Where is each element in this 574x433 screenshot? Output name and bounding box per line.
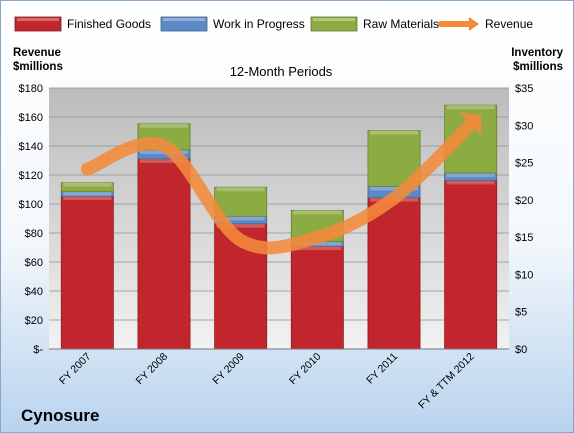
bar-segment	[137, 158, 191, 350]
bar-segment-highlight	[293, 246, 342, 251]
y-right-label-line2: $millions	[513, 61, 563, 73]
revenue-line-arrowhead	[459, 112, 482, 136]
y-right-tick-label: $35	[515, 83, 533, 95]
y-left-label-line1: Revenue	[13, 47, 61, 59]
y-right-tick-label: $15	[515, 232, 533, 244]
x-tick-label: FY 2007	[57, 351, 94, 388]
bar-segment-highlight	[139, 158, 189, 163]
bar-segment	[290, 245, 344, 350]
y-right-tick-label: $25	[515, 158, 533, 170]
x-tick-label: FY & TTM 2012	[416, 351, 477, 412]
legend-label: Finished Goods	[67, 17, 151, 31]
legend-swatch-highlight	[313, 18, 355, 21]
bar-segment-highlight	[446, 180, 495, 185]
y-right-label-line1: Inventory	[511, 47, 563, 59]
y-right-tick-label: $5	[515, 307, 527, 319]
bars	[60, 104, 498, 350]
bar-segment-highlight	[216, 223, 265, 228]
y-right-tick-label: $20	[515, 195, 533, 207]
y-left-tick-label: $140	[19, 141, 43, 153]
x-tick-label: FY 2010	[287, 351, 324, 388]
plot-area	[49, 88, 509, 349]
y-left-tick-label: $20	[25, 315, 43, 327]
y-left-tick-label: $40	[25, 286, 43, 298]
y-left-tick-label: $160	[19, 112, 43, 124]
legend-swatch-highlight	[163, 18, 205, 21]
y-left-tick-label: $-	[33, 344, 43, 356]
chart-subtitle: 12-Month Periods	[230, 64, 333, 79]
y-right-tick-label: $10	[515, 269, 533, 281]
revenue-line-path	[80, 117, 478, 255]
bar-segment	[444, 180, 498, 350]
legend-swatch-arrow	[469, 17, 479, 31]
legend-label: Revenue	[485, 17, 533, 31]
bar-segment-highlight	[446, 105, 495, 110]
bar-segment-highlight	[446, 173, 495, 178]
bar-segment-highlight	[216, 216, 265, 221]
bar-segment	[60, 195, 114, 350]
x-tick-label: FY 2008	[134, 351, 171, 388]
bar-segment-highlight	[369, 186, 419, 191]
bar-segment-highlight	[369, 130, 419, 135]
x-tick-label: FY 2009	[210, 351, 247, 388]
y-right-tick-label: $0	[515, 344, 527, 356]
bar-segment-highlight	[216, 187, 265, 192]
y-left-tick-label: $180	[19, 83, 43, 95]
y-left-tick-label: $100	[19, 199, 43, 211]
legend-label: Work in Progress	[213, 17, 305, 31]
bar-segment-highlight	[63, 182, 112, 187]
legend-swatch-highlight	[17, 18, 59, 21]
company-name: Cynosure	[21, 406, 100, 425]
revenue-line	[80, 112, 482, 255]
y-left-tick-label: $80	[25, 228, 43, 240]
y-right-tick-label: $30	[515, 120, 533, 132]
legend-label: Raw Materials	[363, 17, 439, 31]
bar-segment-highlight	[63, 196, 112, 201]
bar-segment-highlight	[139, 123, 189, 128]
bar-segment-highlight	[63, 191, 112, 196]
y-left-tick-label: $120	[19, 170, 43, 182]
y-left-label-line2: $millions	[13, 61, 63, 73]
y-left-tick-label: $60	[25, 257, 43, 269]
bar-segment	[367, 197, 421, 350]
x-tick-label: FY 2011	[364, 351, 400, 387]
bar-segment-highlight	[293, 210, 342, 215]
legend: Finished Goods Work in Progress Raw Materi…	[14, 16, 533, 32]
